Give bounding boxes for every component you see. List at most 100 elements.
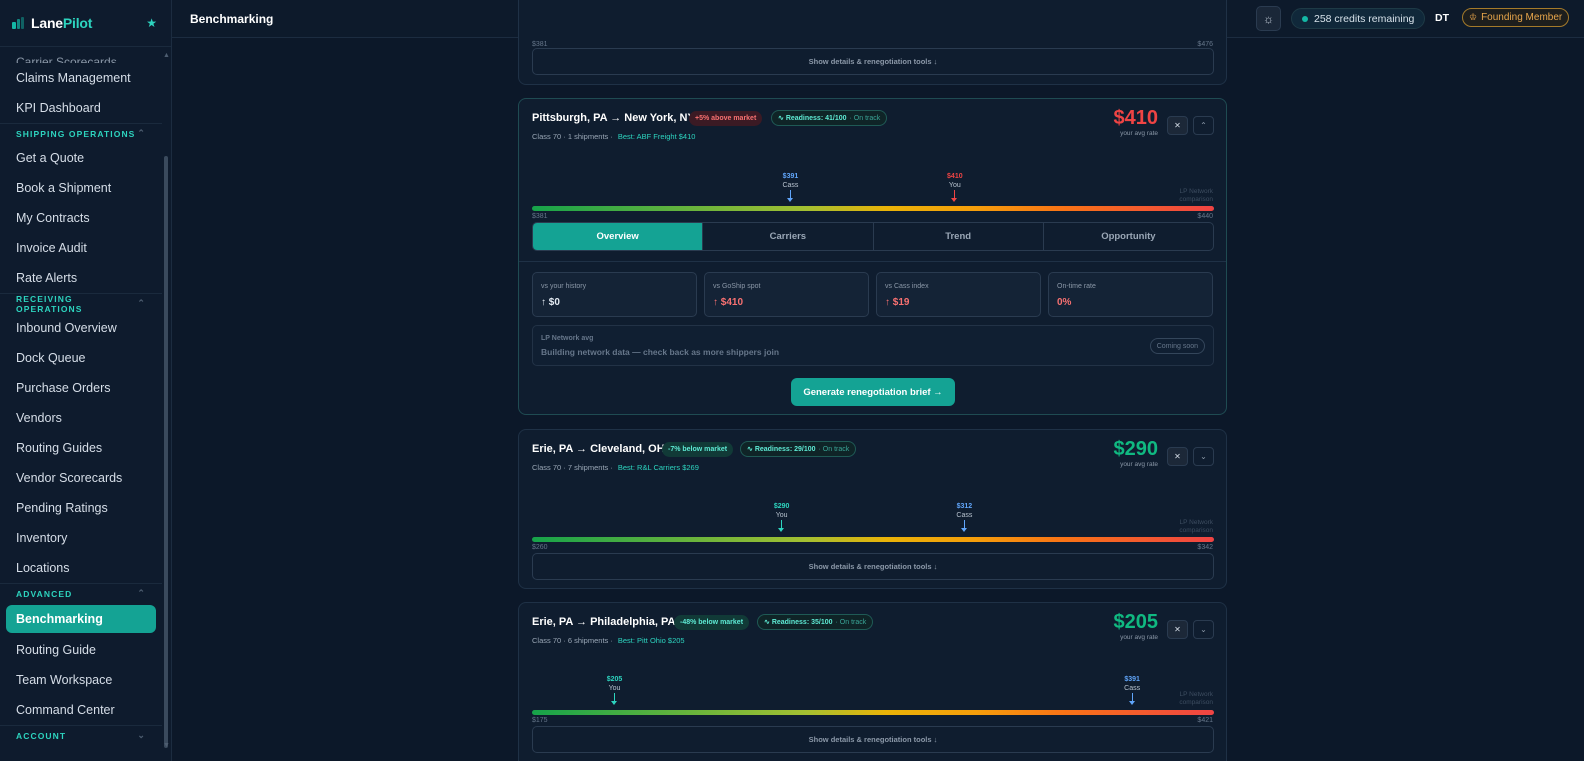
sidebar-item-command-center[interactable]: Command Center	[16, 703, 115, 717]
sidebar-item-rate-alerts[interactable]: Rate Alerts	[16, 271, 78, 285]
tab-carriers[interactable]: Carriers	[703, 223, 874, 250]
sidebar-item-routing-guides[interactable]: Routing Guides	[16, 441, 103, 455]
scrollbar-thumb[interactable]	[164, 156, 168, 748]
sidebar-item-vendors[interactable]: Vendors	[16, 411, 62, 425]
metric-card: vs your history ↑ $0	[532, 272, 697, 317]
lane-route: Erie, PA → Philadelphia, PA	[532, 616, 676, 628]
brand[interactable]: LanePilot ★	[0, 0, 171, 47]
sidebar-item-benchmarking[interactable]: Benchmarking	[6, 605, 156, 633]
coming-soon-badge: Coming soon	[1149, 338, 1205, 354]
rate-range-bar	[532, 537, 1214, 542]
sidebar-item-book-shipment[interactable]: Book a Shipment	[16, 181, 112, 195]
sidebar-item-purchase-orders[interactable]: Purchase Orders	[16, 381, 111, 395]
avatar[interactable]: DT	[1435, 12, 1449, 24]
dismiss-button[interactable]: ✕	[1167, 620, 1188, 639]
arrow-down-icon	[1128, 693, 1135, 705]
pulse-icon: ∿	[764, 619, 772, 626]
best-carrier: Best: R&L Carriers $269	[617, 463, 699, 472]
expand-button[interactable]: ⌄	[1193, 620, 1214, 639]
metric-label: vs Cass index	[885, 283, 929, 290]
metric-value: ↑ $410	[713, 297, 744, 308]
avg-rate-label: your avg rate	[1120, 461, 1158, 468]
sidebar-item-pending-ratings[interactable]: Pending Ratings	[16, 501, 108, 515]
star-icon[interactable]: ★	[146, 16, 157, 30]
crown-icon: ♔	[1469, 12, 1478, 22]
section-receiving[interactable]: RECEIVING OPERATIONS ⌃	[0, 293, 162, 314]
chevron-up-icon: ⌃	[1200, 121, 1207, 130]
marker-label: You	[948, 182, 961, 189]
expand-button[interactable]: ⌄	[1193, 447, 1214, 466]
sidebar-item-inventory[interactable]: Inventory	[16, 531, 68, 545]
readiness-status: · On track	[835, 618, 867, 626]
marker-label: Cass	[956, 512, 973, 519]
sidebar-item-claims[interactable]: Claims Management	[16, 71, 131, 85]
readiness-status: · On track	[818, 445, 850, 453]
show-details-button[interactable]: Show details & renegotiation tools ↓	[532, 553, 1214, 580]
range-min-label: $381	[532, 213, 548, 220]
sidebar-item-carrier-scorecards[interactable]: Carrier Scorecards	[0, 47, 162, 63]
sidebar-item-get-quote[interactable]: Get a Quote	[16, 151, 85, 165]
scroll-up-icon[interactable]: ▲	[163, 52, 170, 59]
sidebar-item-kpi[interactable]: KPI Dashboard	[16, 101, 101, 115]
close-icon: ✕	[1174, 625, 1181, 634]
dismiss-button[interactable]: ✕	[1167, 116, 1188, 135]
theme-toggle-button[interactable]: ☼	[1256, 6, 1281, 31]
marker-label: You	[608, 685, 621, 692]
sidebar-item-vendor-scorecards[interactable]: Vendor Scorecards	[16, 471, 123, 485]
chevron-down-icon: ⌄	[1200, 452, 1207, 461]
marker-value: $391	[782, 173, 799, 180]
sidebar-item-label: Carrier Scorecards	[16, 55, 117, 63]
tab-overview[interactable]: Overview	[533, 223, 704, 250]
section-label: RECEIVING OPERATIONS	[16, 293, 83, 314]
lane-card-partial: $381 $476 Show details & renegotiation t…	[518, 0, 1227, 85]
founding-member-badge[interactable]: ♔ Founding Member	[1462, 8, 1570, 27]
cass-marker: $391 Cass	[770, 172, 810, 202]
generate-brief-button[interactable]: Generate renegotiation brief →	[791, 378, 955, 406]
section-label: ACCOUNT	[16, 730, 67, 741]
pulse-icon: ∿	[747, 446, 755, 453]
badge-text: Founding Member	[1481, 12, 1563, 23]
close-icon: ✕	[1174, 121, 1181, 130]
lane-meta: Class 70 · 7 shipments · Best: R&L Carrie…	[532, 463, 699, 472]
sun-icon: ☼	[1263, 11, 1274, 26]
tab-trend[interactable]: Trend	[874, 223, 1044, 250]
logo-icon	[12, 17, 24, 29]
tab-opportunity[interactable]: Opportunity	[1101, 231, 1156, 242]
best-carrier: Best: ABF Freight $410	[617, 132, 696, 141]
credits-badge[interactable]: 258 credits remaining	[1291, 8, 1426, 29]
sidebar-item-invoice-audit[interactable]: Invoice Audit	[16, 241, 87, 255]
market-pill: -48% below market	[674, 615, 750, 630]
close-icon: ✕	[1174, 452, 1181, 461]
arrow-down-icon	[778, 520, 785, 532]
chevron-down-icon: ⌄	[1200, 625, 1207, 634]
sidebar-item-locations[interactable]: Locations	[16, 561, 70, 575]
sidebar-item-team-workspace[interactable]: Team Workspace	[16, 673, 113, 687]
sidebar-nav: Carrier Scorecards Claims Management KPI…	[0, 47, 162, 745]
dismiss-button[interactable]: ✕	[1167, 447, 1188, 466]
section-account[interactable]: ACCOUNT ⌄	[0, 725, 162, 745]
marker-label: Cass	[1124, 685, 1141, 692]
sidebar-item-my-contracts[interactable]: My Contracts	[16, 211, 90, 225]
show-details-button[interactable]: Show details & renegotiation tools ↓	[532, 726, 1214, 753]
sidebar: LanePilot ★ Carrier Scorecards Claims Ma…	[0, 0, 172, 761]
sidebar-scrollbar[interactable]: ▲ ▼	[163, 52, 170, 752]
brand-name-main: Lane	[31, 15, 63, 31]
sidebar-item-dock-queue[interactable]: Dock Queue	[16, 351, 86, 365]
chevron-down-icon: ⌄	[137, 730, 146, 740]
show-details-button[interactable]: Show details & renegotiation tools ↓	[532, 48, 1214, 75]
sidebar-item-inbound-overview[interactable]: Inbound Overview	[16, 321, 117, 335]
scroll-down-icon[interactable]: ▼	[163, 742, 170, 749]
range-max-label: $342	[1197, 544, 1213, 551]
rate-range-bar	[532, 206, 1214, 211]
avg-rate: $290	[1113, 438, 1159, 460]
market-pill: +5% above market	[689, 111, 763, 126]
credits-text: 258 credits remaining	[1314, 12, 1415, 25]
marker-value: $205	[606, 676, 623, 683]
section-shipping[interactable]: SHIPPING OPERATIONS ⌃	[0, 123, 162, 143]
divider	[519, 261, 1226, 262]
rate-range-bar	[532, 710, 1214, 715]
section-advanced[interactable]: ADVANCED ⌃	[0, 583, 162, 603]
brand-name-accent: Pilot	[62, 15, 93, 31]
sidebar-item-routing-guide[interactable]: Routing Guide	[16, 643, 96, 657]
collapse-button[interactable]: ⌃	[1193, 116, 1214, 135]
